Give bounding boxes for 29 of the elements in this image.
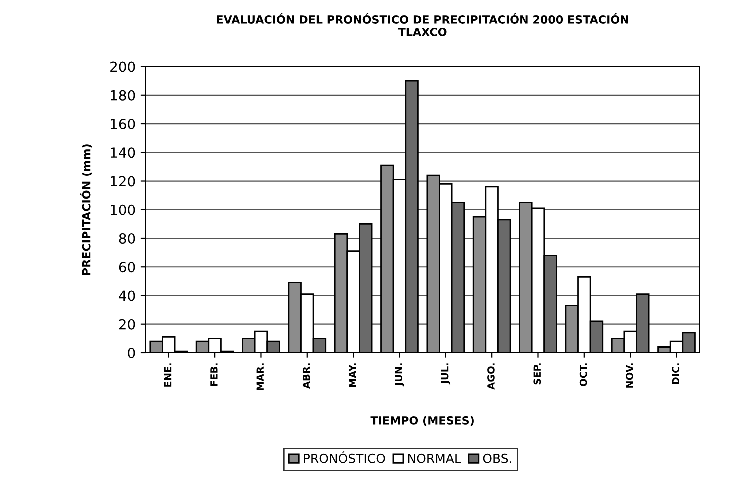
y-tick-label: 140 bbox=[111, 148, 136, 158]
y-tick-label: 160 bbox=[111, 118, 136, 130]
chart-title: EVALUACIÓN DEL PRONÓSTICO DE PRECIPITACIÓN 2000 ESTACIÓN TLAXCO bbox=[217, 14, 628, 36]
x-tick-label: JUN. bbox=[395, 364, 404, 387]
x-tick-label: SEP. bbox=[534, 364, 542, 385]
y-tick-label: 80 bbox=[119, 233, 136, 244]
x-tick-label: DIC. bbox=[672, 364, 680, 384]
x-tick-label: ENE. bbox=[164, 364, 172, 387]
y-tick-label: 0 bbox=[128, 348, 136, 358]
legend-label: NORMAL bbox=[408, 454, 462, 464]
legend-label: PRONÓSTICO bbox=[304, 452, 386, 464]
x-tick-label: MAR. bbox=[256, 364, 264, 390]
x-tick-label: FEB. bbox=[210, 364, 218, 386]
y-tick-label: 20 bbox=[119, 319, 136, 330]
x-tick-label: NOV. bbox=[626, 364, 634, 388]
y-tick-label: 120 bbox=[111, 176, 136, 187]
y-tick-label: 200 bbox=[110, 62, 136, 72]
y-axis-title: PRECIPITACIÓN (mm) bbox=[80, 144, 92, 276]
y-tick-label: 60 bbox=[119, 262, 136, 273]
x-tick-label: JUL. bbox=[442, 364, 451, 385]
y-tick-label: 180 bbox=[111, 90, 136, 101]
x-tick-label: OCT. bbox=[580, 364, 588, 386]
y-tick-label: 100 bbox=[111, 204, 136, 216]
y-tick-label: 40 bbox=[119, 290, 136, 302]
x-tick-label: MAY. bbox=[349, 364, 356, 388]
legend-label: OBS. bbox=[483, 454, 512, 464]
x-axis-title: TIEMPO (MESES) bbox=[370, 416, 474, 426]
x-tick-label: AGO. bbox=[488, 364, 495, 390]
x-tick-label: ABR. bbox=[302, 364, 310, 389]
